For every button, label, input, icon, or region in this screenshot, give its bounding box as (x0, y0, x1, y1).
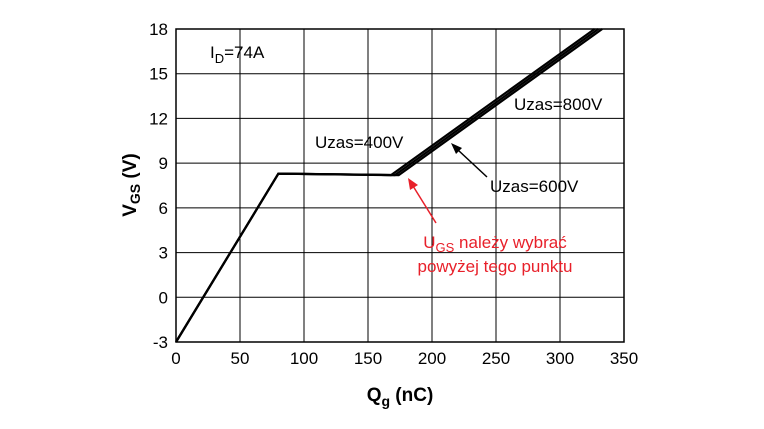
x-tick-label: 150 (354, 349, 382, 368)
x-tick-label: 300 (546, 349, 574, 368)
y-tick-label: 6 (159, 199, 168, 218)
y-tick-label: 0 (159, 288, 168, 307)
series-label-800v: Uzas=800V (514, 95, 603, 114)
y-tick-label: -3 (153, 333, 168, 352)
arrow-600v (451, 143, 488, 178)
y-tick-label: 12 (149, 109, 168, 128)
recommendation-note-line2: powyżej tego punktu (418, 257, 573, 276)
x-tick-labels: 0 50 100 150 200 250 300 350 (171, 349, 638, 368)
y-tick-label: 3 (159, 244, 168, 263)
x-axis-title: Qg (nC) (367, 385, 434, 409)
x-tick-label: 250 (482, 349, 510, 368)
y-tick-label: 15 (149, 65, 168, 84)
series-line-3 (175, 28, 603, 343)
x-tick-label: 50 (231, 349, 250, 368)
x-tick-label: 100 (290, 349, 318, 368)
grid-lines (176, 29, 624, 342)
y-tick-labels: -3 0 3 6 9 12 15 18 (149, 20, 168, 352)
series-label-400v: Uzas=400V (315, 133, 404, 152)
condition-label: ID=74A (210, 43, 265, 66)
y-tick-label: 9 (159, 154, 168, 173)
series-lines (175, 28, 603, 343)
y-tick-label: 18 (149, 20, 168, 39)
plot-background (176, 29, 624, 342)
x-tick-label: 350 (610, 349, 638, 368)
plot-frame (175, 28, 625, 343)
x-tick-label: 200 (418, 349, 446, 368)
recommendation-note-line1: UGS należy wybrać (423, 233, 567, 255)
y-axis-title: VGS (V) (120, 153, 143, 217)
recommendation-arrow (408, 178, 437, 224)
series-label-600v: Uzas=600V (490, 177, 579, 196)
x-tick-label: 0 (171, 349, 180, 368)
